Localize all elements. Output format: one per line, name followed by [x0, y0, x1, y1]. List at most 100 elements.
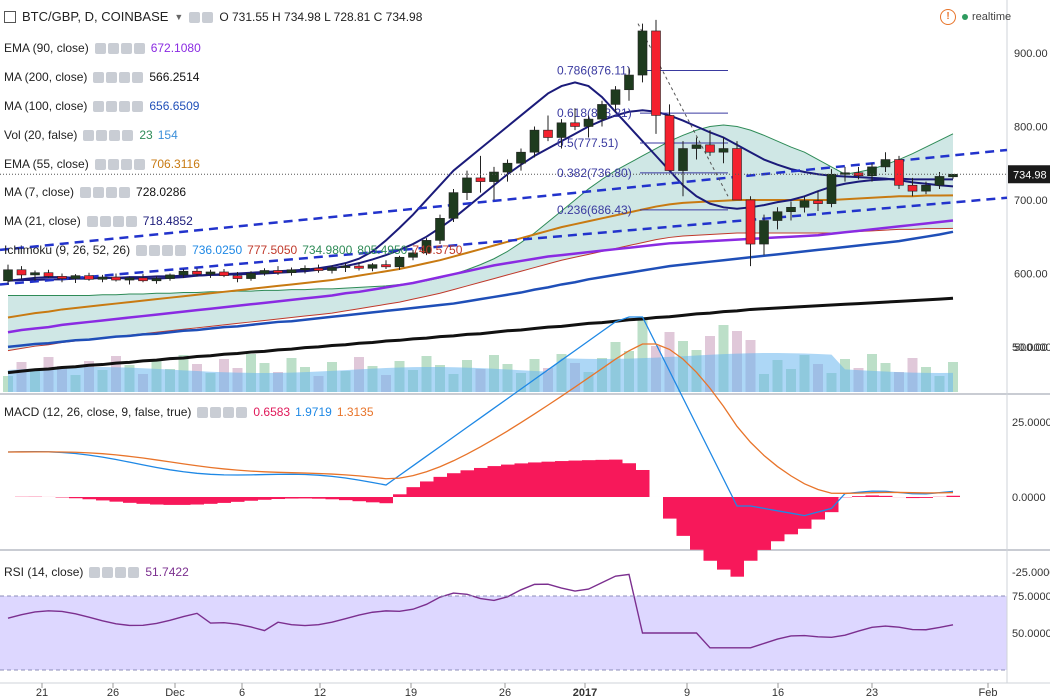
- legend-item[interactable]: MA (21, close) 718.4852: [4, 213, 198, 229]
- candle: [340, 263, 351, 272]
- indicator-label[interactable]: MA (7, close): [4, 185, 75, 199]
- candle: [300, 265, 310, 274]
- candle-body: [813, 200, 823, 204]
- candle-body: [273, 270, 283, 274]
- rsi-tick-label: 50.0000: [1012, 628, 1050, 640]
- candle-body: [772, 211, 783, 221]
- indicator-label[interactable]: MA (21, close): [4, 214, 81, 228]
- indicator-label[interactable]: MA (200, close): [4, 70, 88, 84]
- indicator-label[interactable]: MA (100, close): [4, 99, 88, 113]
- legend-item[interactable]: EMA (90, close) 672.1080: [4, 40, 206, 56]
- indicator-controls[interactable]: [89, 566, 140, 578]
- candle: [43, 269, 54, 278]
- candle: [664, 104, 675, 171]
- candle-body: [232, 275, 243, 279]
- candle-body: [867, 166, 877, 177]
- candle: [435, 214, 445, 245]
- candle: [678, 141, 688, 197]
- macd-histogram-bar: [825, 497, 839, 513]
- macd-histogram-bar: [609, 459, 623, 497]
- indicator-controls[interactable]: [86, 215, 137, 227]
- macd-histogram-bar: [582, 460, 596, 497]
- time-tick-label: 2017: [573, 687, 597, 699]
- candle-body: [664, 115, 675, 171]
- candle: [516, 148, 526, 171]
- macd-histogram-bar: [514, 463, 528, 497]
- indicator-label[interactable]: Ichimoku (9, 26, 52, 26): [4, 243, 131, 257]
- time-tick-label: 9: [684, 687, 690, 699]
- series-controls[interactable]: [189, 11, 214, 23]
- macd-histogram-bar: [555, 461, 569, 497]
- legend-item[interactable]: EMA (55, close) 706.3116: [4, 156, 205, 172]
- candle: [867, 163, 877, 182]
- candle-body: [691, 144, 702, 149]
- status-dot-icon: [962, 14, 968, 20]
- macd-histogram-bar: [690, 497, 704, 550]
- ma-200-line: [7, 296, 954, 375]
- indicator-controls[interactable]: [83, 129, 134, 141]
- legend-item[interactable]: Vol (20, false) 23 154: [4, 127, 183, 143]
- candle-body: [435, 218, 445, 241]
- macd-histogram-bar: [919, 497, 933, 498]
- legend-item[interactable]: MA (7, close) 728.0286: [4, 184, 191, 200]
- legend-item[interactable]: Ichimoku (9, 26, 52, 26) 736.0250 777.5050…: [4, 242, 467, 258]
- time-tick-label: 23: [866, 687, 878, 699]
- indicator-controls[interactable]: [136, 244, 187, 256]
- candle-body: [570, 122, 580, 127]
- ichimoku-span-a: [8, 124, 954, 296]
- maximize-icon[interactable]: [4, 11, 16, 23]
- macd-histogram-bar: [771, 497, 785, 542]
- symbol-title[interactable]: BTC/GBP, D, COINBASE: [22, 9, 169, 24]
- candle: [745, 196, 756, 267]
- candle-body: [84, 275, 94, 280]
- legend-item[interactable]: MA (200, close) 566.2514: [4, 69, 204, 85]
- candle: [70, 274, 81, 283]
- macd-histogram-bar: [312, 497, 326, 499]
- warning-icon[interactable]: !: [940, 9, 956, 25]
- indicator-controls[interactable]: [94, 158, 145, 170]
- candle-body: [462, 177, 472, 193]
- indicator-controls[interactable]: [197, 406, 248, 418]
- realtime-status[interactable]: ! realtime: [940, 9, 1011, 25]
- indicator-label[interactable]: Vol (20, false): [4, 128, 78, 142]
- indicator-controls[interactable]: [80, 186, 131, 198]
- candle: [637, 23, 648, 83]
- candle-body: [475, 177, 486, 182]
- candle: [97, 274, 108, 283]
- indicator-label[interactable]: MACD (12, 26, close, 9, false, true): [4, 405, 192, 419]
- macd-signal-line: [7, 343, 954, 494]
- candle-body: [597, 104, 607, 120]
- candle: [381, 260, 391, 270]
- indicator-controls[interactable]: [94, 42, 145, 54]
- candle: [732, 141, 742, 201]
- candle: [907, 177, 918, 197]
- macd-legend[interactable]: MACD (12, 26, close, 9, false, true) 0.65…: [4, 404, 379, 420]
- indicator-label[interactable]: RSI (14, close): [4, 565, 84, 579]
- candle: [543, 115, 553, 142]
- indicator-controls[interactable]: [93, 71, 144, 83]
- macd-histogram-bar: [69, 497, 83, 499]
- macd-histogram-bar: [757, 497, 771, 550]
- indicator-controls[interactable]: [93, 100, 144, 112]
- candle-body: [826, 173, 837, 204]
- macd-histogram-bar: [568, 460, 582, 497]
- ema-55-line: [7, 194, 954, 319]
- macd-histogram-bar: [258, 497, 272, 500]
- macd-histogram-bar: [271, 497, 285, 500]
- legend-item[interactable]: MA (100, close) 656.6509: [4, 98, 204, 114]
- candle: [178, 269, 189, 278]
- macd-histogram-bar: [528, 462, 542, 497]
- rsi-legend[interactable]: RSI (14, close) 51.7422: [4, 564, 194, 580]
- candle-body: [907, 184, 918, 192]
- chevron-down-icon[interactable]: ▼: [174, 12, 184, 22]
- macd-tick-label: -25.0000: [1012, 567, 1050, 579]
- candle-body: [718, 148, 729, 153]
- macd-histogram-bar: [906, 497, 920, 499]
- indicator-label[interactable]: EMA (55, close): [4, 157, 89, 171]
- macd-histogram-bar: [150, 497, 164, 505]
- time-tick-label: 26: [107, 687, 119, 699]
- indicator-label[interactable]: EMA (90, close): [4, 41, 89, 55]
- current-price-badge: [1008, 165, 1050, 184]
